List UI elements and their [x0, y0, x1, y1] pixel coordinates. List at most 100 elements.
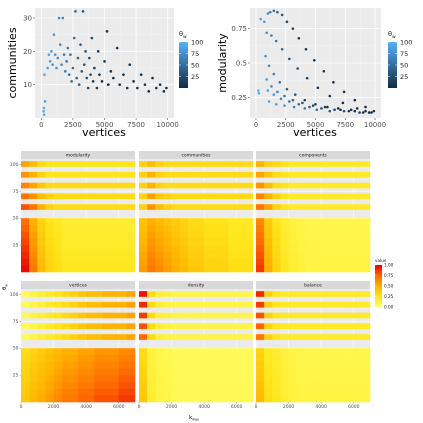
heat-cell: [37, 348, 46, 356]
data-point: [272, 72, 276, 76]
heat-cell: [102, 348, 111, 356]
heat-cell: [353, 204, 363, 210]
heat-cell: [126, 368, 136, 376]
heat-cell: [228, 312, 238, 319]
heat-cell: [94, 312, 103, 319]
heat-cell: [228, 381, 238, 389]
heat-cell: [212, 361, 221, 369]
x-tick-label: 0: [138, 404, 141, 410]
heat-cell: [196, 231, 205, 239]
data-point: [75, 76, 78, 80]
data-point: [74, 10, 77, 13]
heat-cell: [147, 375, 156, 383]
data-point: [86, 86, 90, 90]
heat-cell: [313, 395, 322, 403]
heat-cell: [321, 395, 330, 403]
x-tick-label: 0: [20, 404, 23, 410]
data-point: [72, 36, 76, 40]
data-point: [270, 34, 273, 37]
heat-cell: [163, 368, 172, 376]
heat-cell: [329, 348, 338, 356]
heat-cell: [288, 161, 298, 167]
heat-cell: [163, 224, 172, 232]
heat-cell: [69, 245, 79, 253]
heat-cell: [212, 218, 221, 226]
heat-cell: [163, 348, 172, 356]
heat-cell: [361, 218, 371, 226]
heat-cell: [86, 301, 95, 308]
heat-cell: [264, 381, 273, 389]
data-point: [262, 20, 266, 24]
heat-cell: [272, 204, 281, 210]
heat-cell: [61, 171, 71, 178]
heat-cell: [361, 231, 371, 239]
facet-strip: [139, 281, 253, 289]
heat-cell: [304, 388, 314, 396]
heat-cell: [179, 375, 189, 383]
heat-cell: [313, 301, 322, 308]
heat-cell: [78, 361, 87, 369]
heat-cell: [280, 161, 289, 167]
heat-cell: [236, 171, 246, 178]
heat-cell: [139, 251, 148, 259]
heat-cell: [78, 218, 87, 226]
heat-cell: [272, 193, 281, 200]
heat-cell: [110, 224, 120, 232]
heat-cell: [345, 265, 355, 273]
heat-cell: [69, 354, 79, 362]
heat-cell: [126, 224, 136, 232]
scatter-communities-legend-title: θw: [179, 30, 187, 40]
heat-cell: [86, 348, 95, 356]
heat-cell: [280, 193, 289, 200]
heat-cell: [244, 204, 254, 210]
scatter-communities-color-legend: θw 100 75 50 25: [179, 30, 203, 88]
heat-cell: [45, 381, 54, 389]
heat-cell: [220, 301, 229, 308]
heat-cell: [45, 193, 54, 200]
heat-cell: [204, 238, 213, 246]
heat-cell: [126, 245, 136, 253]
heat-cell: [313, 388, 322, 396]
heat-cell: [244, 291, 254, 297]
heat-cell: [179, 238, 189, 246]
heat-cell: [236, 218, 246, 226]
heat-cell: [37, 375, 46, 383]
heat-cell: [163, 312, 172, 319]
heat-cell: [337, 245, 346, 253]
heat-cell: [21, 301, 30, 308]
heat-cell: [86, 245, 95, 253]
heat-cell: [220, 251, 229, 259]
heat-cell: [86, 182, 95, 189]
heat-cell: [196, 204, 205, 210]
heat-cell: [321, 348, 330, 356]
heat-cell: [94, 301, 103, 308]
heat-cell: [337, 238, 346, 246]
heat-cell: [220, 231, 229, 239]
heat-cell: [313, 193, 322, 200]
heat-cell: [110, 323, 120, 330]
heat-cell: [212, 381, 221, 389]
legend-tick-label: 0.25: [384, 294, 394, 299]
heat-cell: [29, 238, 38, 246]
heat-cell: [329, 395, 338, 403]
y-tick-label: 75: [13, 319, 19, 325]
heat-cell: [256, 375, 265, 383]
heat-cell: [45, 375, 54, 383]
heat-cell: [196, 182, 205, 189]
heat-cell: [236, 361, 246, 369]
heat-cell: [155, 388, 164, 396]
heat-cell: [163, 238, 172, 246]
heat-cell: [163, 193, 172, 200]
heat-cell: [288, 361, 298, 369]
heat-cell: [110, 388, 120, 396]
heat-cell: [196, 334, 205, 340]
heat-cell: [196, 312, 205, 319]
heat-cell: [45, 238, 54, 246]
heat-cell: [204, 323, 213, 330]
heat-cell: [86, 193, 95, 200]
heat-cell: [256, 258, 265, 266]
heatmap-y-label: θw: [2, 284, 9, 290]
heat-cell: [171, 388, 181, 396]
facet-strip-label: vertices: [69, 283, 88, 289]
heat-cell: [345, 182, 355, 189]
